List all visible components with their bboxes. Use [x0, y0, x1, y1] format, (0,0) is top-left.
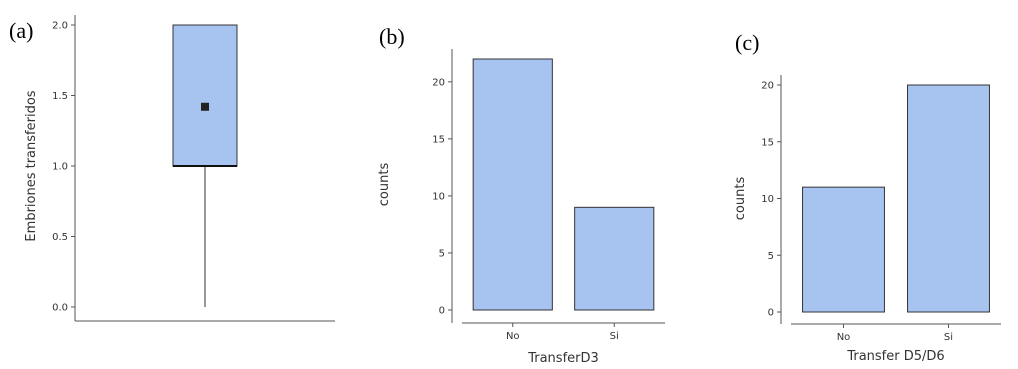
panel-c: (c) 0 5 10 15 20 counts No Si Transfer D5/D6: [690, 0, 1018, 369]
box-y-tick-label: 0.5: [52, 232, 68, 243]
transfer-d3-x-tick-label: No: [506, 331, 520, 342]
transfer-d5-d6-y-tick-label: 0: [768, 308, 774, 319]
transfer-d5-d6-bar-si: [907, 84, 990, 313]
transfer-d5-d6-y-tick-label: 15: [761, 137, 774, 148]
transfer-d3-x-axis-title: TransferD3: [527, 351, 599, 366]
transfer-d5-d6-x-tick-label: Si: [944, 332, 953, 343]
box-y-tick-label: 0.0: [52, 303, 68, 314]
transfer-d5-d6-x-axis-title: Transfer D5/D6: [846, 349, 944, 364]
box-mean-marker: [201, 102, 209, 111]
transfer-d3-bar-si: [574, 206, 655, 311]
box-y-tick-label: 1.0: [52, 162, 68, 173]
transfer-d3-y-axis-title: counts: [377, 163, 392, 207]
transfer-d3-y-tick-label: 10: [432, 191, 445, 202]
transfer-d3-x-tick-label: Si: [610, 331, 619, 342]
transfer-d5-d6-bar-no: [802, 186, 885, 313]
panel-c-label: (c): [735, 30, 760, 55]
transfer-d3-y-tick-label: 0: [439, 306, 445, 317]
transfer-d3-bar-no: [472, 58, 553, 311]
box-y-tick-label: 2.0: [52, 21, 68, 32]
transfer-d5-d6-y-tick-label: 10: [761, 194, 774, 205]
box-iqr-rect: [172, 24, 238, 167]
panel-a-label: (a): [9, 18, 34, 43]
transfer-d3-y-tick-label: 15: [432, 134, 445, 145]
transfer-d5-d6-y-tick-label: 20: [761, 81, 774, 92]
transfer-d3-y-tick-label: 20: [432, 77, 445, 88]
panel-b: (b) 0 5 10 15 20 counts No Si TransferD3: [340, 0, 680, 369]
box-plot-chart: 0.0 0.5 1.0 1.5 2.0 Embriones transferidos: [24, 15, 335, 322]
panel-a: (a) 0.0 0.5 1.0 1.5 2.0 Embriones transferido…: [0, 0, 340, 369]
transfer-d3-y-tick-label: 5: [439, 248, 445, 259]
transfer-d5-d6-y-tick-label: 5: [768, 251, 774, 262]
transfer-d5-d6-x-tick-label: No: [837, 332, 851, 343]
transfer-d5-d6-y-axis-title: counts: [733, 177, 748, 221]
box-y-tick-label: 1.5: [52, 91, 68, 102]
box-y-axis-title: Embriones transferidos: [24, 90, 39, 241]
transfer-d3-bar-chart: 0 5 10 15 20 counts No Si TransferD3: [377, 49, 665, 366]
panel-b-label: (b): [379, 24, 405, 49]
